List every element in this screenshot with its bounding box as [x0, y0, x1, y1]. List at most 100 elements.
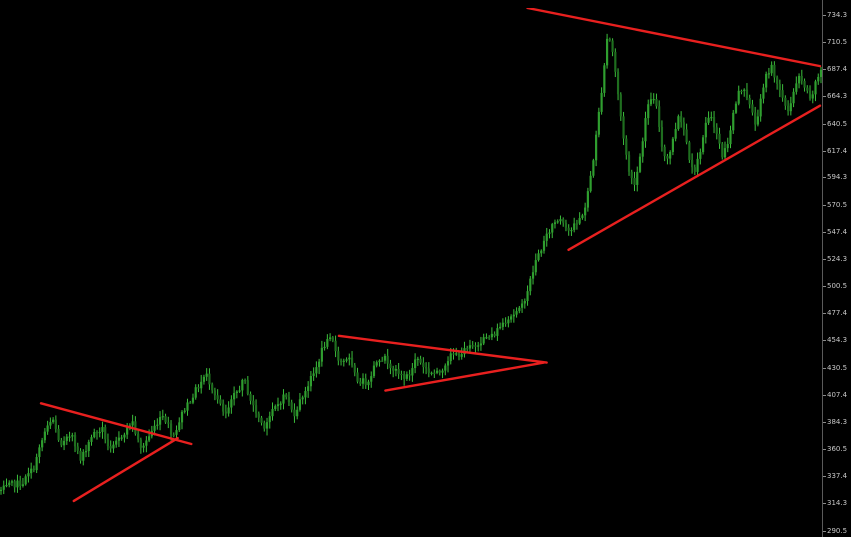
candle-body [534, 260, 537, 273]
candle-body [328, 337, 332, 340]
candle-body [600, 92, 603, 112]
candle-body [638, 156, 642, 172]
candle-body [573, 223, 576, 230]
candle-body [460, 354, 463, 357]
candle-body [666, 156, 669, 159]
price-tick-label: 477.4 [827, 309, 848, 318]
candle-body [348, 357, 351, 360]
candle-body [49, 422, 52, 426]
candle-body [235, 391, 238, 394]
candle-body [71, 435, 74, 437]
price-tick-label: 314.3 [827, 498, 848, 507]
candle-body [32, 468, 36, 471]
candle-body [765, 73, 768, 88]
price-tick-mark [823, 177, 826, 179]
candle-body [309, 375, 312, 387]
candle-body [457, 353, 461, 357]
trendline-triangle-1-lower[interactable] [72, 436, 179, 503]
price-tick-mark [823, 530, 826, 532]
candle-body [468, 345, 472, 349]
candle-body [767, 73, 770, 75]
candle-body [589, 175, 592, 192]
candle-body [8, 482, 11, 485]
candle-body [211, 384, 214, 391]
trendlines-layer [39, 8, 822, 503]
price-scale[interactable]: 734.3 710.5 687.4 664.3 640.5 617.4 594.3 570.5… [822, 0, 851, 537]
plot-area[interactable] [0, 8, 822, 537]
candle-body [715, 127, 718, 134]
candle-body [84, 451, 88, 453]
candle-body [726, 144, 729, 149]
candle-body [674, 129, 677, 139]
candle-body [98, 431, 101, 434]
candle-body [559, 219, 562, 222]
candle-body [24, 476, 27, 485]
candle-body [658, 106, 661, 128]
candle-body [784, 97, 787, 106]
price-tick-label: 594.3 [827, 173, 848, 182]
candle-body [611, 40, 614, 52]
candle-body [238, 390, 241, 392]
candle-body [633, 178, 636, 185]
candle-body [477, 345, 480, 347]
candle-body [636, 171, 639, 185]
price-tick-label: 664.3 [827, 92, 848, 100]
candle-body [449, 353, 452, 362]
candle-body [424, 367, 428, 369]
candle-body [427, 368, 430, 373]
candle-body [786, 105, 790, 112]
candle-body [381, 360, 384, 362]
candle-body [213, 390, 217, 396]
candle-body [315, 367, 318, 374]
trendline-triangle-3-lower[interactable] [567, 104, 822, 252]
candle-body [817, 76, 820, 82]
candle-body [312, 373, 315, 376]
candle-body [677, 116, 680, 130]
trendline-triangle-2-lower[interactable] [384, 361, 546, 392]
price-tick-label: 710.5 [827, 38, 848, 47]
price-chart[interactable] [0, 8, 822, 537]
candle-body [592, 160, 595, 176]
price-tick-label: 524.3 [827, 254, 848, 263]
candle-body [567, 227, 570, 231]
candle-body [707, 117, 710, 123]
candle-body [389, 363, 392, 369]
candle-body [660, 127, 664, 147]
candle-body [353, 365, 356, 373]
candle-body [551, 224, 554, 233]
candle-body [575, 223, 579, 225]
candle-body [622, 116, 625, 139]
price-tick-mark [823, 14, 826, 16]
candle-body [254, 405, 258, 414]
candle-body [754, 112, 757, 125]
candle-body [76, 446, 79, 451]
trendline-triangle-2-upper[interactable] [337, 334, 548, 364]
candle-body [241, 379, 244, 391]
candle-body [605, 38, 609, 66]
candle-body [756, 116, 760, 125]
candle-body [73, 435, 77, 447]
candle-body [776, 77, 779, 84]
price-tick-label: 570.5 [827, 201, 848, 210]
candle-body [537, 253, 540, 261]
trendline-triangle-1-upper[interactable] [39, 402, 193, 446]
candle-body [301, 397, 304, 400]
candle-body [751, 104, 754, 113]
candle-body [411, 368, 414, 376]
candle-body [520, 303, 524, 308]
candle-body [208, 373, 211, 385]
candle-body [128, 425, 131, 427]
trendline-triangle-3-upper[interactable] [526, 8, 822, 68]
candle-body [375, 362, 378, 366]
candle-body [293, 409, 296, 417]
candle-body [688, 142, 691, 160]
candle-body [466, 348, 469, 350]
candle-body [422, 362, 425, 368]
price-tick-mark [823, 367, 826, 369]
candle-body [414, 359, 417, 369]
candle-body [246, 380, 249, 394]
candle-body [82, 451, 85, 461]
candle-body [562, 219, 565, 223]
candle-body [531, 272, 535, 279]
candle-body [260, 417, 263, 423]
